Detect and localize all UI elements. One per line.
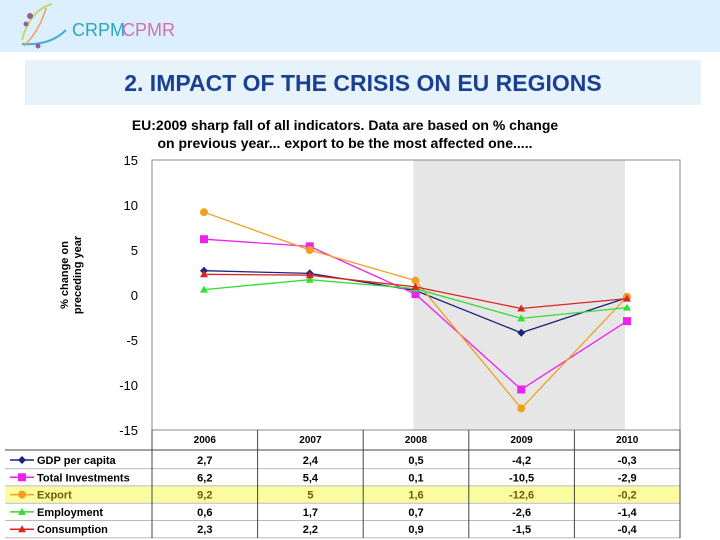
y-tick-label: 5 xyxy=(131,243,138,258)
y-axis-label: preceding year xyxy=(72,235,84,314)
table-cell: -4,2 xyxy=(512,455,531,467)
x-tick-label: 2010 xyxy=(616,435,639,446)
table-cell: 1,6 xyxy=(408,490,423,502)
x-tick-label: 2009 xyxy=(510,435,533,446)
table-cell: -12,6 xyxy=(509,490,534,502)
data-point xyxy=(517,314,526,322)
table-cell: -1,5 xyxy=(512,524,531,536)
data-point xyxy=(305,271,314,279)
table-cell: 0,6 xyxy=(197,507,212,519)
data-point xyxy=(517,385,526,394)
header-band: CRPM CPMR xyxy=(0,0,720,52)
table-cell: 0,5 xyxy=(408,455,423,467)
table-cell: 2,7 xyxy=(197,455,212,467)
table-cell: 2,2 xyxy=(303,524,318,536)
x-tick-label: 2007 xyxy=(299,435,322,446)
shaded-region xyxy=(413,160,625,430)
data-point xyxy=(623,303,631,311)
data-point xyxy=(305,275,314,283)
chart-title: on previous year... export to be the mos… xyxy=(158,135,533,151)
data-point xyxy=(517,304,526,312)
legend-label: Total Investments xyxy=(37,472,130,484)
table-cell: 0,9 xyxy=(408,524,423,536)
y-tick-label: -15 xyxy=(119,423,138,438)
y-tick-label: -5 xyxy=(126,333,138,348)
brand-crpm: CRPM xyxy=(72,20,125,40)
table-cell: -0,2 xyxy=(618,490,637,502)
table-cell: 2,3 xyxy=(197,524,212,536)
data-point xyxy=(623,294,631,302)
legend-label: Export xyxy=(37,490,72,502)
data-point xyxy=(411,276,420,285)
table-cell: 0,7 xyxy=(408,507,423,519)
legend-label: Consumption xyxy=(37,524,108,536)
table-cell: -2,9 xyxy=(618,472,637,484)
y-tick-label: 10 xyxy=(124,198,138,213)
table-cell: -0,4 xyxy=(618,524,638,536)
table-cell: -10,5 xyxy=(509,472,534,484)
data-point xyxy=(200,285,208,293)
data-point xyxy=(517,404,526,413)
legend-label: Employment xyxy=(37,507,103,519)
x-tick-label: 2006 xyxy=(194,435,217,446)
legend-marker xyxy=(18,507,26,515)
table-cell: 0,1 xyxy=(408,472,423,484)
table-cell: -0,3 xyxy=(618,455,637,467)
legend-marker xyxy=(18,490,26,499)
y-axis-label: % change on xyxy=(59,241,71,309)
data-point xyxy=(305,246,314,254)
chart-title: EU:2009 sharp fall of all indicators. Da… xyxy=(132,117,559,133)
highlight-row xyxy=(5,485,680,503)
table-cell: 9,2 xyxy=(197,490,212,502)
data-point xyxy=(200,208,208,217)
data-point xyxy=(200,235,208,244)
data-point xyxy=(411,282,420,290)
table-cell: 1,7 xyxy=(303,507,318,519)
plot-area xyxy=(151,159,681,431)
data-point xyxy=(411,290,420,299)
x-tick-label: 2008 xyxy=(405,435,428,446)
legend-label: GDP per capita xyxy=(37,455,117,467)
table-cell: 6,2 xyxy=(197,472,212,484)
legend-marker xyxy=(18,525,26,533)
brand-cpmr: CPMR xyxy=(122,20,175,40)
table-cell: -2,6 xyxy=(512,507,531,519)
table-cell: 5,4 xyxy=(303,472,319,484)
data-point xyxy=(517,328,526,337)
y-tick-label: 0 xyxy=(131,288,138,303)
y-tick-label: 15 xyxy=(124,153,138,168)
legend-marker xyxy=(18,473,26,482)
table-cell: 2,4 xyxy=(303,455,319,467)
legend-marker xyxy=(18,456,26,464)
data-point xyxy=(200,270,208,278)
table-cell: -1,4 xyxy=(618,507,638,519)
data-point xyxy=(623,317,631,326)
table-cell: 5 xyxy=(307,490,313,502)
y-tick-label: -10 xyxy=(119,378,138,393)
cpmr-logo-icon xyxy=(21,3,67,49)
slide-title: 2. IMPACT OF THE CRISIS ON EU REGIONS xyxy=(25,60,701,105)
